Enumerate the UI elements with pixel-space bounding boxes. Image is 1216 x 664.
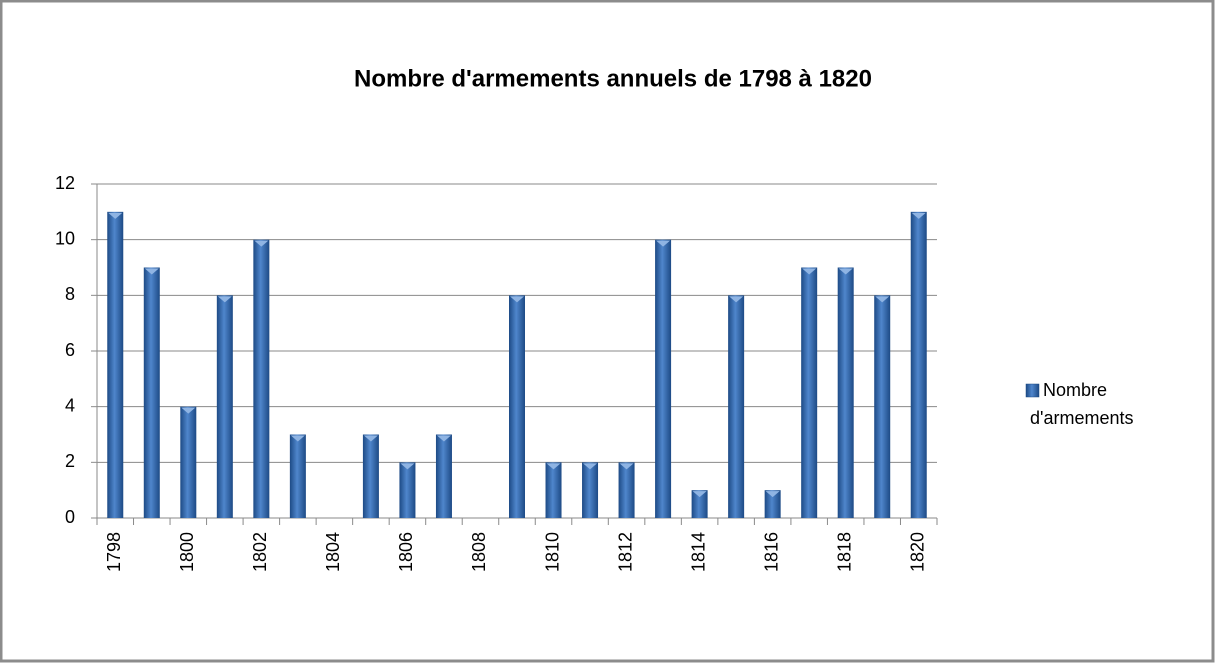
chart-title: Nombre d'armements annuels de 1798 à 182…	[354, 65, 872, 92]
y-tick-label: 10	[55, 228, 75, 248]
bar-cap	[911, 212, 926, 219]
bar	[180, 406, 197, 518]
bar	[435, 434, 452, 518]
bar	[216, 295, 233, 518]
bar-cap	[619, 463, 634, 470]
bar-cap	[510, 296, 524, 303]
bar-cap	[656, 240, 671, 247]
y-tick-label: 4	[65, 395, 75, 415]
bar	[618, 462, 635, 518]
bar-cap	[108, 212, 123, 219]
bar	[143, 267, 160, 518]
bar	[764, 490, 781, 518]
bar	[509, 295, 525, 518]
bar-cap	[765, 491, 780, 498]
bar-cap	[363, 435, 378, 442]
bar	[655, 239, 672, 518]
legend-label: Nombre d'armements	[1030, 380, 1133, 428]
bar	[874, 295, 891, 518]
bar-cap	[436, 435, 451, 442]
bar-cap	[546, 463, 561, 470]
bar-cap	[181, 407, 196, 414]
x-tick-label: 1806	[396, 532, 416, 572]
bar	[289, 434, 306, 518]
y-tick-label: 8	[65, 284, 75, 304]
y-tick-label: 2	[65, 451, 75, 471]
bar-cap	[144, 268, 159, 275]
y-tick-label: 12	[55, 173, 75, 193]
bar	[691, 490, 708, 518]
x-tick-label: 1816	[761, 532, 781, 572]
bar-cap	[254, 240, 269, 247]
x-tick-label: 1818	[834, 532, 854, 572]
bar	[910, 211, 927, 519]
x-tick-label: 1802	[250, 532, 270, 572]
bar-cap	[400, 463, 415, 470]
bar-cap	[729, 296, 744, 303]
bar	[107, 211, 124, 519]
bar-cap	[217, 296, 232, 303]
bar-cap	[875, 296, 890, 303]
bar-cap	[583, 463, 598, 470]
bar-cap	[290, 435, 305, 442]
x-tick-label: 1814	[688, 532, 708, 572]
bar	[253, 239, 270, 518]
bar	[545, 462, 562, 518]
x-tick-label: 1812	[615, 532, 635, 572]
bar	[362, 434, 379, 518]
y-tick-label: 0	[65, 507, 75, 527]
bar	[399, 462, 416, 518]
bar	[801, 267, 818, 518]
x-tick-label: 1820	[907, 532, 927, 572]
bar	[582, 462, 599, 518]
x-tick-label: 1810	[542, 532, 562, 572]
y-tick-label: 6	[65, 340, 75, 360]
bar-cap	[692, 491, 707, 498]
bar-cap	[838, 268, 853, 275]
x-tick-label: 1798	[104, 532, 124, 572]
x-tick-label: 1800	[177, 532, 197, 572]
x-tick-label: 1808	[469, 532, 489, 572]
x-tick-label: 1804	[323, 532, 343, 572]
bar	[837, 267, 854, 518]
bar	[728, 295, 745, 518]
legend-swatch	[1025, 383, 1040, 398]
bar-cap	[802, 268, 817, 275]
